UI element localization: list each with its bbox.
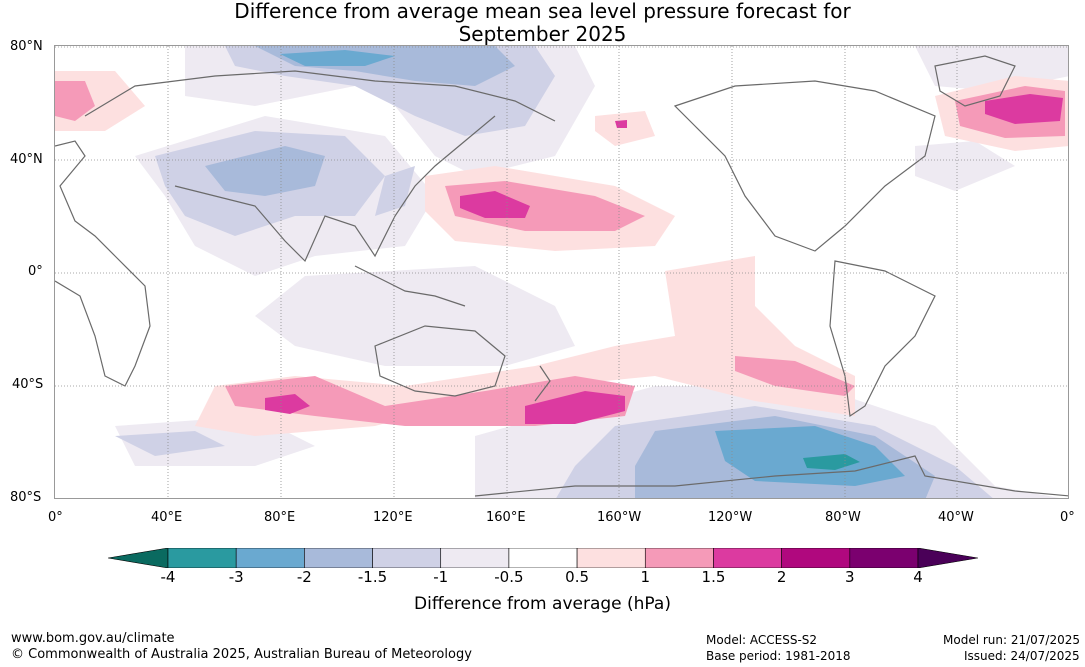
lon-label-0-right: 0° [1060,510,1075,525]
legend-tick-label: 1 [640,568,651,586]
legend-tick-label: -1.5 [357,568,388,586]
legend-tick-label: 1.5 [701,568,726,586]
footer-model: Model: ACCESS-S2 [706,633,818,647]
lat-label-0: 0° [28,264,43,279]
legend-swatch [576,548,646,568]
anomaly-layer-pos-1-5 [265,94,1063,424]
lon-label-160e: 160°E [486,510,526,525]
lon-label-120e: 120°E [373,510,413,525]
legend-swatch [440,548,510,568]
anomaly-map [54,45,1069,499]
legend-swatch [372,548,442,568]
title-line-1: Difference from average mean sea level p… [234,0,851,23]
legend-swatch [849,548,919,568]
legend-swatch [304,548,373,568]
legend-colorbar [108,548,978,568]
legend-swatch [781,548,851,568]
page-title: Difference from average mean sea level p… [0,0,1085,46]
legend-tick-label: 3 [845,568,855,586]
legend-swatch [167,548,237,568]
lon-label-80w: 80°W [825,510,861,525]
legend-swatch [644,548,714,568]
footer-copyright: © Commonwealth of Australia 2025, Austra… [11,647,472,662]
legend-swatch-max [917,548,978,568]
map-canvas [55,46,1068,498]
legend-tick-label: 4 [913,568,923,586]
footer-base-period: Base period: 1981-2018 [706,649,851,663]
footer-issued: Issued: 24/07/2025 [964,649,1080,663]
lon-label-80e: 80°E [264,510,296,525]
title-line-2: September 2025 [458,22,627,46]
footer-model-run: Model run: 21/07/2025 [943,633,1081,647]
lon-label-40e: 40°E [151,510,183,525]
lat-label-80s: 80°S [10,490,42,505]
legend-swatch [713,548,782,568]
anomaly-layer-neg-2 [280,50,905,486]
legend-tick-label: 2 [776,568,787,586]
legend-tick-label: -3 [228,568,244,586]
lat-label-40s: 40°S [12,377,44,392]
gridlines [55,46,1068,498]
legend-tick-label: -0.5 [494,568,524,586]
lon-label-0-left: 0° [48,510,63,525]
lon-label-40w: 40°W [938,510,974,525]
legend-title: Difference from average (hPa) [414,594,671,614]
legend-tick-label: -1 [433,568,449,586]
footer-website: www.bom.gov.au/climate [11,631,175,646]
lon-label-160w: 160°W [597,510,642,525]
lon-label-120w: 120°W [708,510,753,525]
legend-tick-label: -4 [160,568,176,586]
legend-swatch [508,548,578,568]
lat-label-80n: 80°N [10,39,43,54]
legend-tick-label: 0.5 [565,568,590,586]
lat-label-40n: 40°N [10,152,43,167]
legend-swatch [235,548,305,568]
anomaly-layer-neg-3 [803,454,860,470]
legend-tick-label: -2 [296,568,312,586]
legend-swatch-min [108,548,169,568]
